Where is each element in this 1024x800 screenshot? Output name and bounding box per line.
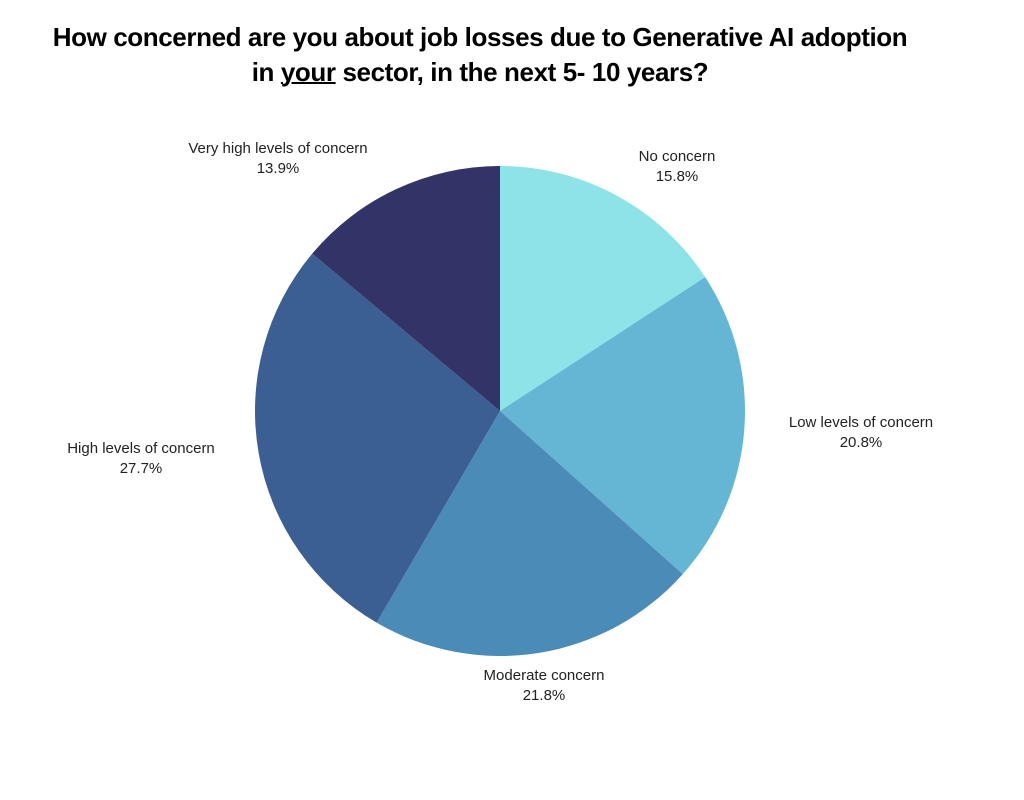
slice-label: No concern [639, 148, 716, 165]
pie-slice-no-concern [500, 166, 706, 411]
slice-value-label: 13.9% [257, 160, 300, 177]
slice-label: Very high levels of concern [188, 140, 367, 157]
slice-label: Moderate concern [484, 667, 605, 684]
title-post: sector, in the next 5- 10 years? [335, 57, 709, 87]
slice-label: Low levels of concern [789, 414, 933, 431]
slice-value-label: 21.8% [523, 687, 566, 704]
title-pre: in [251, 57, 281, 87]
slice-value-label: 27.7% [120, 460, 163, 477]
chart-title-line-1: How concerned are you about job losses d… [52, 22, 908, 52]
title-underlined-word: your [280, 57, 336, 87]
chart-title-line-2: in your sector, in the next 5- 10 years? [0, 57, 960, 88]
pie-slice-high-levels-of-concern [254, 253, 500, 623]
slice-value-label: 15.8% [656, 168, 699, 185]
pie-slice-low-levels-of-concern [500, 277, 746, 575]
pie-slice-very-high-levels-of-concern [312, 166, 500, 411]
slice-label: High levels of concern [67, 440, 215, 457]
slice-value-label: 20.8% [840, 434, 883, 451]
pie-slice-moderate-concern [376, 411, 683, 656]
